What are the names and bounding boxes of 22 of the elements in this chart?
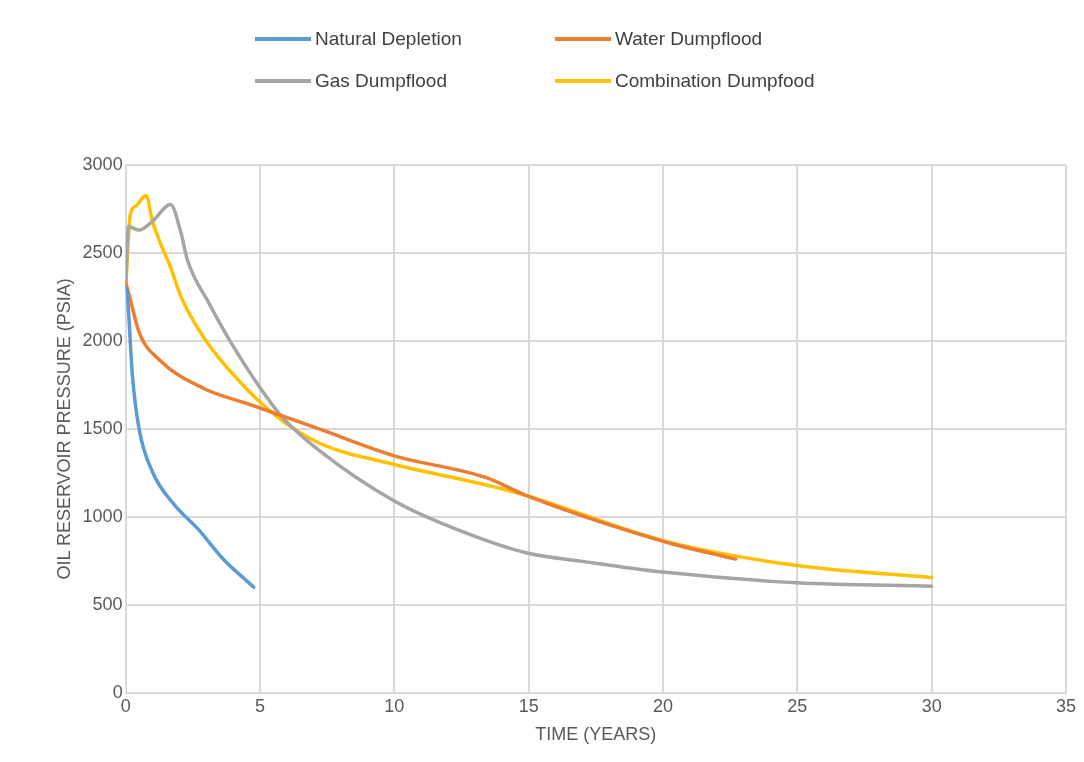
legend-label: Combination Dumpfood: [615, 70, 815, 92]
x-tick-label: 10: [384, 695, 405, 716]
y-tick-label: 0: [112, 681, 123, 702]
line-series: [125, 286, 256, 589]
y-tick-label: 1000: [82, 505, 123, 526]
x-tick-label: 5: [254, 695, 265, 716]
x-tick-label: 25: [787, 695, 808, 716]
y-tick-label: 500: [92, 593, 123, 614]
x-axis-title: TIME (YEARS): [535, 724, 657, 745]
y-axis-title: OIL RESERVOIR PRESSURE (PSIA): [53, 278, 74, 580]
line-series: [125, 281, 738, 561]
x-tick-label: 35: [1055, 695, 1077, 716]
x-tick-label: 15: [518, 695, 539, 716]
legend-label: Water Dumpflood: [615, 28, 763, 50]
y-tick-label: 2500: [82, 241, 123, 262]
x-tick-label: 30: [921, 695, 942, 716]
legend-label: Gas Dumpflood: [315, 70, 448, 92]
y-tick-label: 1500: [82, 417, 123, 438]
x-tick-label: 20: [652, 695, 674, 716]
legend-label: Natural Depletion: [315, 28, 462, 50]
y-tick-label: 2000: [82, 329, 123, 350]
y-tick-label: 3000: [82, 153, 123, 174]
